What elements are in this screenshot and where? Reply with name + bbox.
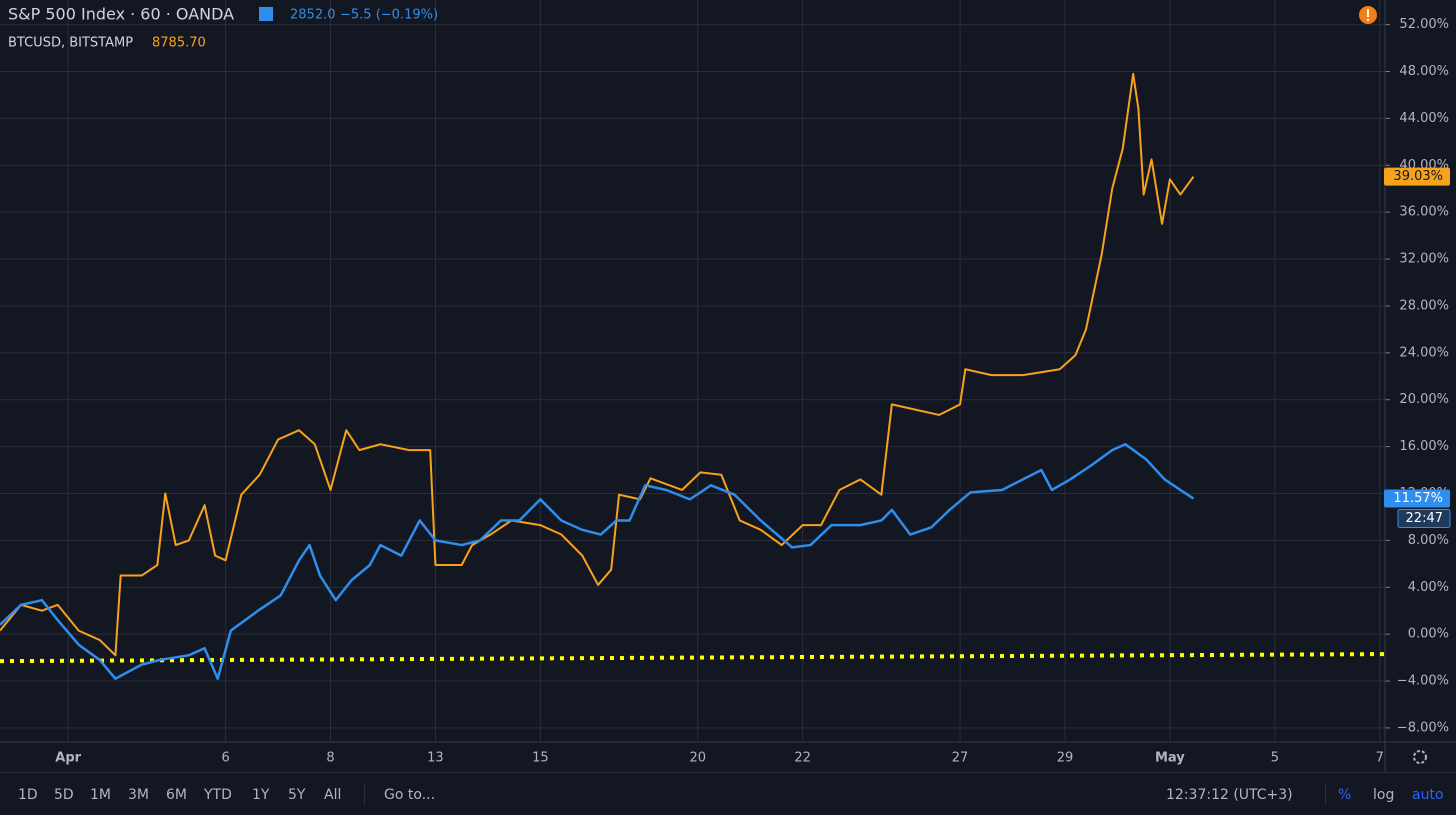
y-tick-label: 52.00% [1399, 17, 1449, 32]
legend-name: S&P 500 Index · 60 · OANDA [8, 5, 234, 24]
legend-name: BTCUSD, BITSTAMP [8, 36, 133, 51]
countdown-label: 22:47 [1406, 511, 1443, 526]
price-tag [1384, 489, 1450, 508]
x-tick-label: 6 [221, 751, 229, 766]
y-tick-label: 4.00% [1408, 580, 1449, 595]
y-tick-label: 16.00% [1399, 439, 1449, 454]
range-button[interactable]: YTD [204, 787, 232, 803]
x-tick-label: 13 [427, 751, 444, 766]
range-button[interactable]: 5D [54, 787, 74, 803]
range-button[interactable]: 5Y [288, 787, 306, 803]
reference-line [0, 652, 1386, 664]
range-button[interactable]: 1Y [252, 787, 270, 803]
price-tag-label: 39.03% [1393, 169, 1443, 184]
alert-mark [1367, 9, 1369, 17]
separator [1325, 783, 1326, 805]
goto-button[interactable]: Go to... [384, 787, 436, 803]
x-tick-label: 7 [1376, 751, 1384, 766]
x-tick-label: 22 [794, 751, 811, 766]
price-tag-label: 11.57% [1393, 491, 1443, 506]
scale-mode-button[interactable]: log [1373, 787, 1395, 803]
series-line [0, 72, 1195, 657]
series-line [0, 443, 1195, 680]
legend-quote: 2852.0 [290, 8, 336, 23]
y-tick-label: 48.00% [1399, 64, 1449, 79]
legend-quote: 8785.70 [152, 36, 206, 51]
y-tick-label: 20.00% [1399, 392, 1449, 407]
chart: 52.00%48.00%44.00%40.00%36.00%32.00%28.0… [0, 0, 1456, 772]
y-tick-label: −4.00% [1397, 674, 1449, 689]
legend-flag [259, 7, 273, 21]
y-tick-label: 44.00% [1399, 111, 1449, 126]
x-tick-label: 15 [532, 751, 549, 766]
y-tick-label: 36.00% [1399, 205, 1449, 220]
scale-mode-button[interactable]: auto [1412, 787, 1444, 803]
y-tick-label: 24.00% [1399, 345, 1449, 360]
price-tag [1384, 167, 1450, 186]
x-tick-label: 27 [952, 751, 969, 766]
scale-mode-button[interactable]: % [1338, 787, 1352, 803]
alert-dot [1367, 19, 1369, 21]
x-tick-label: 8 [326, 751, 334, 766]
x-tick-label: 5 [1271, 751, 1279, 766]
y-tick-label: −8.00% [1397, 720, 1449, 735]
separator [364, 783, 365, 805]
bottom-toolbar: 1D 5D 1M 3M 6M YTD 1Y 5Y All Go to... 12:37:12 (UT… [0, 772, 1456, 815]
plot-background [0, 0, 1385, 742]
y-tick-label: 32.00% [1399, 252, 1449, 267]
clock: 12:37:12 (UTC+3) [1166, 787, 1293, 803]
x-tick-label: Apr [55, 751, 81, 766]
range-button[interactable]: 3M [128, 787, 149, 803]
countdown-tag [1397, 509, 1451, 529]
range-button[interactable]: 1M [90, 787, 111, 803]
y-tick-label: 28.00% [1399, 298, 1449, 313]
x-tick-label: May [1155, 751, 1185, 766]
range-button[interactable]: 1D [18, 787, 38, 803]
range-button[interactable]: 6M [166, 787, 187, 803]
y-tick-label: 8.00% [1408, 533, 1449, 548]
range-button[interactable]: All [324, 787, 342, 803]
x-tick-label: 20 [689, 751, 706, 766]
y-tick-label: 0.00% [1408, 627, 1449, 642]
legend-change: −5.5 (−0.19%) [340, 8, 438, 23]
x-tick-label: 29 [1057, 751, 1074, 766]
settings-icon [1413, 750, 1427, 764]
